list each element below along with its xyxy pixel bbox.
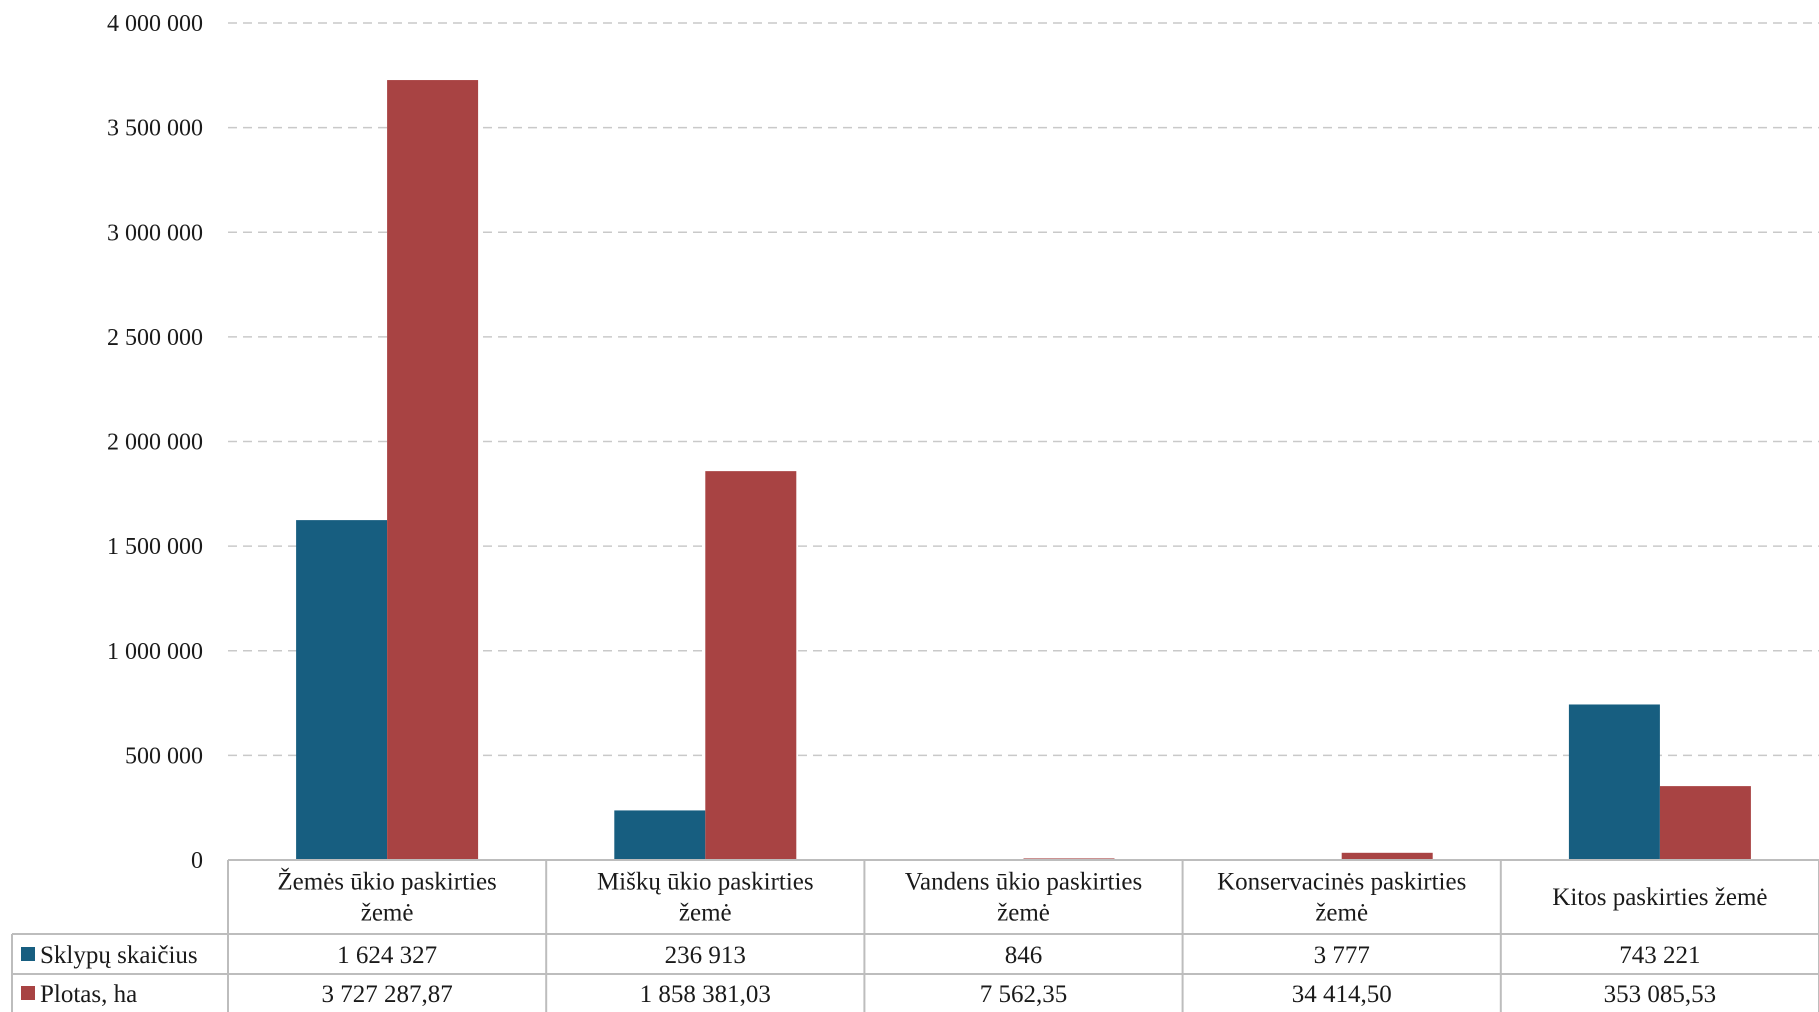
data-table-value: 1 858 381,03 [640,981,771,1008]
bar-sklypu-skaicius-1 [296,520,388,860]
data-table-value: 846 [1005,942,1043,969]
bar-plotas-1 [387,80,479,861]
category-label: Konservacinės paskirties [1217,869,1466,896]
bar-plotas-2 [705,471,797,860]
y-tick-label: 3 500 000 [107,116,203,142]
series-name: Plotas, ha [40,981,137,1008]
y-tick-label: 2 500 000 [107,325,203,351]
category-label: Miškų ūkio paskirties [597,869,814,896]
y-tick-label: 2 000 000 [107,430,203,456]
legend-key-sklypu-skaicius [21,947,35,961]
bar-sklypu-skaicius-5 [1568,704,1660,860]
data-table-value: 236 913 [665,942,746,969]
category-label: žemė [361,900,414,927]
bar-sklypu-skaicius-2 [614,810,706,860]
y-tick-label: 1 000 000 [107,639,203,665]
data-table: Žemės ūkio paskirties žemė Miškų ūkio pask… [11,859,1819,1012]
category-label: žemė [679,900,732,927]
y-tick-label: 4 000 000 [107,11,203,37]
data-table-value: 1 624 327 [337,942,437,969]
legend-key-plotas [21,986,35,1000]
data-table-value: 34 414,50 [1292,981,1392,1008]
data-table-value: 3 777 [1314,942,1370,969]
series-name: Sklypų skaičius [40,942,198,969]
gridlines [228,22,1819,757]
bars [296,80,1751,861]
data-table-value: 353 085,53 [1604,981,1717,1008]
y-tick-label: 1 500 000 [107,534,203,560]
category-label: Kitos paskirties žemė [1552,884,1767,911]
category-label: žemė [1315,900,1368,927]
category-label: žemė [997,900,1050,927]
y-tick-label: 3 000 000 [107,220,203,246]
bar-plotas-4 [1341,852,1433,860]
data-table-value: 3 727 287,87 [321,981,452,1008]
y-tick-label: 0 [191,848,203,874]
data-table-value: 743 221 [1619,942,1700,969]
y-axis-tick-labels: 0 500 000 1 000 000 1 500 000 2 000 000 2 500… [107,11,203,874]
category-label: Žemės ūkio paskirties [277,868,496,896]
category-label: Vandens ūkio paskirties [905,869,1142,896]
data-table-value: 7 562,35 [980,981,1068,1008]
bar-plotas-5 [1659,786,1751,860]
y-tick-label: 500 000 [125,743,203,769]
